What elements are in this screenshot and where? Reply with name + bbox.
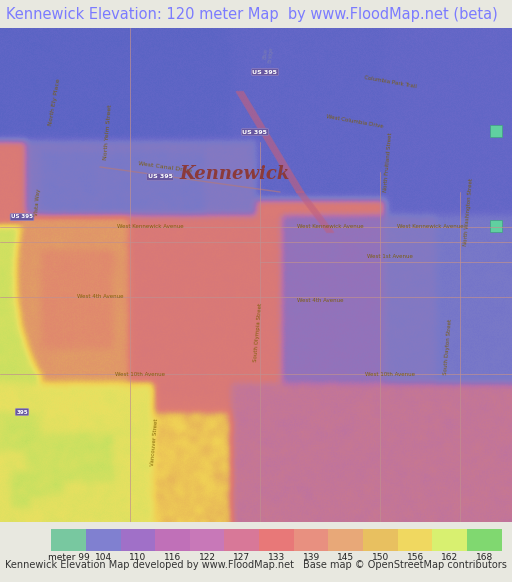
Bar [294,529,329,551]
Bar [467,529,502,551]
Text: West 4th Avenue: West 4th Avenue [77,294,123,300]
Text: Columbia Park Trail: Columbia Park Trail [364,75,416,89]
Text: US 395: US 395 [252,69,278,74]
Bar [398,529,433,551]
Text: Vancouver Street: Vancouver Street [151,418,160,466]
Text: West 4th Avenue: West 4th Avenue [297,297,343,303]
Bar [86,529,120,551]
Text: 116: 116 [164,553,181,562]
Text: 156: 156 [407,553,424,562]
Text: West Canal Drive: West Canal Drive [138,161,192,173]
Text: Vista Way: Vista Way [34,188,41,216]
Text: 145: 145 [337,553,354,562]
Text: West Kennewick Avenue: West Kennewick Avenue [117,225,183,229]
Text: West Columbia Drive: West Columbia Drive [326,115,384,129]
Text: 395: 395 [16,410,28,414]
Text: 150: 150 [372,553,389,562]
Text: meter 99: meter 99 [48,553,90,562]
Bar [329,529,363,551]
Bar [190,529,224,551]
Text: Kennewick: Kennewick [180,165,290,183]
Text: West Kennewick Avenue: West Kennewick Avenue [397,225,463,229]
Bar [155,529,190,551]
Text: West 1st Avenue: West 1st Avenue [367,254,413,260]
Text: 104: 104 [95,553,112,562]
Text: North Yelm Street: North Yelm Street [103,104,113,160]
Text: US 395: US 395 [147,175,173,179]
Text: 162: 162 [441,553,458,562]
Bar [490,125,502,137]
Text: US 395: US 395 [243,130,267,134]
Text: Blue
Bridge: Blue Bridge [262,45,274,62]
Bar [490,220,502,232]
Text: West Kennewick Avenue: West Kennewick Avenue [296,225,364,229]
Text: 168: 168 [476,553,493,562]
Text: 127: 127 [233,553,250,562]
Text: 139: 139 [303,553,320,562]
Text: Kennewick Elevation Map developed by www.FloodMap.net: Kennewick Elevation Map developed by www… [5,560,294,570]
Bar [433,529,467,551]
Text: West 10th Avenue: West 10th Avenue [115,371,165,377]
Bar [51,529,86,551]
Text: South Dayton Street: South Dayton Street [443,319,453,375]
Text: 110: 110 [129,553,146,562]
Text: North Washington Street: North Washington Street [462,178,474,246]
Text: South Olympia Street: South Olympia Street [253,302,263,361]
Text: West 10th Avenue: West 10th Avenue [365,371,415,377]
Text: Base map © OpenStreetMap contributors: Base map © OpenStreetMap contributors [303,560,507,570]
Text: North Fruitland Street: North Fruitland Street [383,132,393,192]
Bar [259,529,294,551]
Text: US 395: US 395 [11,215,33,219]
Text: 133: 133 [268,553,285,562]
Bar [363,529,398,551]
Text: Kennewick Elevation: 120 meter Map  by www.FloodMap.net (beta): Kennewick Elevation: 120 meter Map by ww… [6,6,498,22]
Text: North Ely Place: North Ely Place [49,78,61,126]
Bar [120,529,155,551]
Text: 122: 122 [199,553,216,562]
Bar [224,529,259,551]
